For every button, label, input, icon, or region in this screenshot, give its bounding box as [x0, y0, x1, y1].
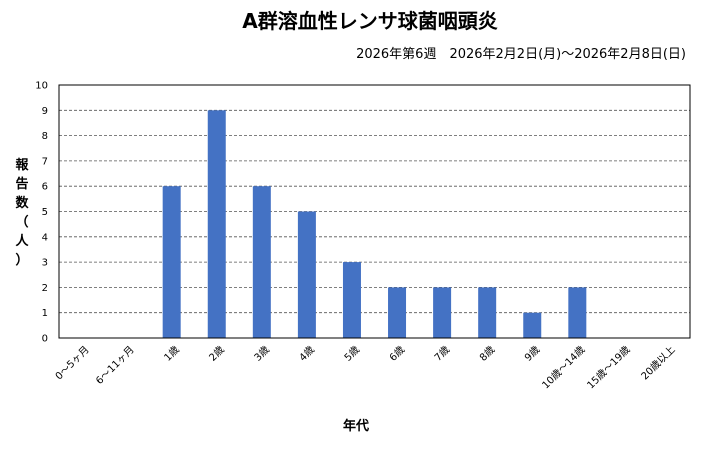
bar-6 [342, 262, 361, 338]
x-tick-label: 10歳～14歳 [540, 344, 588, 392]
x-tick-label: 8歳 [477, 344, 497, 364]
y-tick-label: 8 [42, 131, 48, 142]
y-tick-label: 10 [35, 81, 48, 92]
x-tick-label: 1歳 [162, 344, 182, 364]
bar-10 [523, 312, 542, 338]
x-tick-label: 6歳 [387, 344, 407, 364]
bar-7 [388, 287, 407, 338]
bar-4 [252, 186, 271, 338]
gridlines [59, 109, 690, 314]
chart-subtitle: 2026年第6週 2026年2月2日(月)～2026年2月8日(日) [356, 47, 686, 62]
x-tick-labels: 0～5ヶ月 6～11ヶ月 1歳 2歳 3歳 4歳 5歳 6歳 7歳 8歳 9歳10歳～14歳15歳～… [53, 344, 678, 392]
y-tick-label: 2 [42, 283, 48, 294]
y-tick-label: 0 [42, 334, 48, 345]
x-tick-label: 6～11ヶ月 [94, 344, 137, 387]
y-tick-label: 4 [42, 232, 48, 243]
x-tick-label: 3歳 [252, 344, 272, 364]
chart-title: A群溶血性レンサ球菌咽頭炎 [242, 9, 497, 33]
bar-3 [207, 110, 226, 338]
plot-area-frame [58, 84, 691, 339]
y-tick-label: 7 [42, 156, 48, 167]
bar-8 [433, 287, 452, 338]
y-tick-label: 5 [42, 207, 48, 218]
bar-9 [478, 287, 497, 338]
x-tick-label: 4歳 [297, 344, 317, 364]
y-tick-label: 1 [42, 308, 48, 319]
x-tick-label: 0～5ヶ月 [53, 344, 92, 383]
x-tick-label: 20歳以上 [639, 344, 678, 383]
bar-2 [162, 186, 181, 338]
x-tick-label: 2歳 [207, 344, 227, 364]
x-tick-label: 7歳 [432, 344, 452, 364]
y-axis-label: 報告数（人） [15, 157, 29, 268]
bar-11 [568, 287, 587, 338]
x-tick-label: 15歳～19歳 [585, 344, 633, 392]
bar-5 [297, 211, 316, 338]
y-tick-labels: 0 1 2 3 4 5 6 7 8 9 10 [35, 81, 48, 345]
y-tick-label: 9 [42, 106, 48, 117]
x-tick-label: 5歳 [342, 344, 362, 364]
bars [162, 110, 587, 338]
x-axis-label: 年代 [343, 418, 369, 434]
x-tick-label: 9歳 [522, 344, 542, 364]
y-tick-label: 6 [42, 182, 48, 193]
y-tick-label: 3 [42, 258, 48, 269]
